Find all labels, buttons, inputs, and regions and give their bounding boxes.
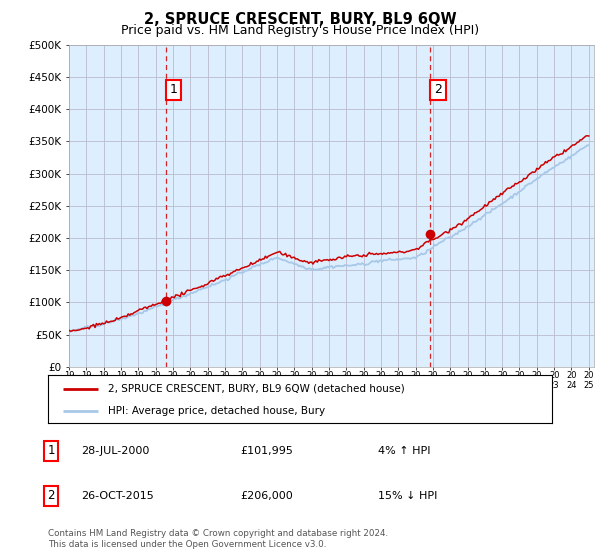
Text: 2: 2	[434, 83, 442, 96]
Text: 2: 2	[47, 489, 55, 502]
Text: 2, SPRUCE CRESCENT, BURY, BL9 6QW (detached house): 2, SPRUCE CRESCENT, BURY, BL9 6QW (detac…	[109, 384, 405, 394]
Text: Contains HM Land Registry data © Crown copyright and database right 2024.
This d: Contains HM Land Registry data © Crown c…	[48, 529, 388, 549]
Text: 1: 1	[170, 83, 178, 96]
Text: 2, SPRUCE CRESCENT, BURY, BL9 6QW: 2, SPRUCE CRESCENT, BURY, BL9 6QW	[143, 12, 457, 27]
Text: £101,995: £101,995	[240, 446, 293, 456]
Text: 4% ↑ HPI: 4% ↑ HPI	[378, 446, 431, 456]
Text: HPI: Average price, detached house, Bury: HPI: Average price, detached house, Bury	[109, 406, 326, 416]
Text: 26-OCT-2015: 26-OCT-2015	[81, 491, 154, 501]
Text: £206,000: £206,000	[240, 491, 293, 501]
Text: 1: 1	[47, 444, 55, 458]
Text: 28-JUL-2000: 28-JUL-2000	[81, 446, 149, 456]
Text: Price paid vs. HM Land Registry's House Price Index (HPI): Price paid vs. HM Land Registry's House …	[121, 24, 479, 36]
Text: 15% ↓ HPI: 15% ↓ HPI	[378, 491, 437, 501]
